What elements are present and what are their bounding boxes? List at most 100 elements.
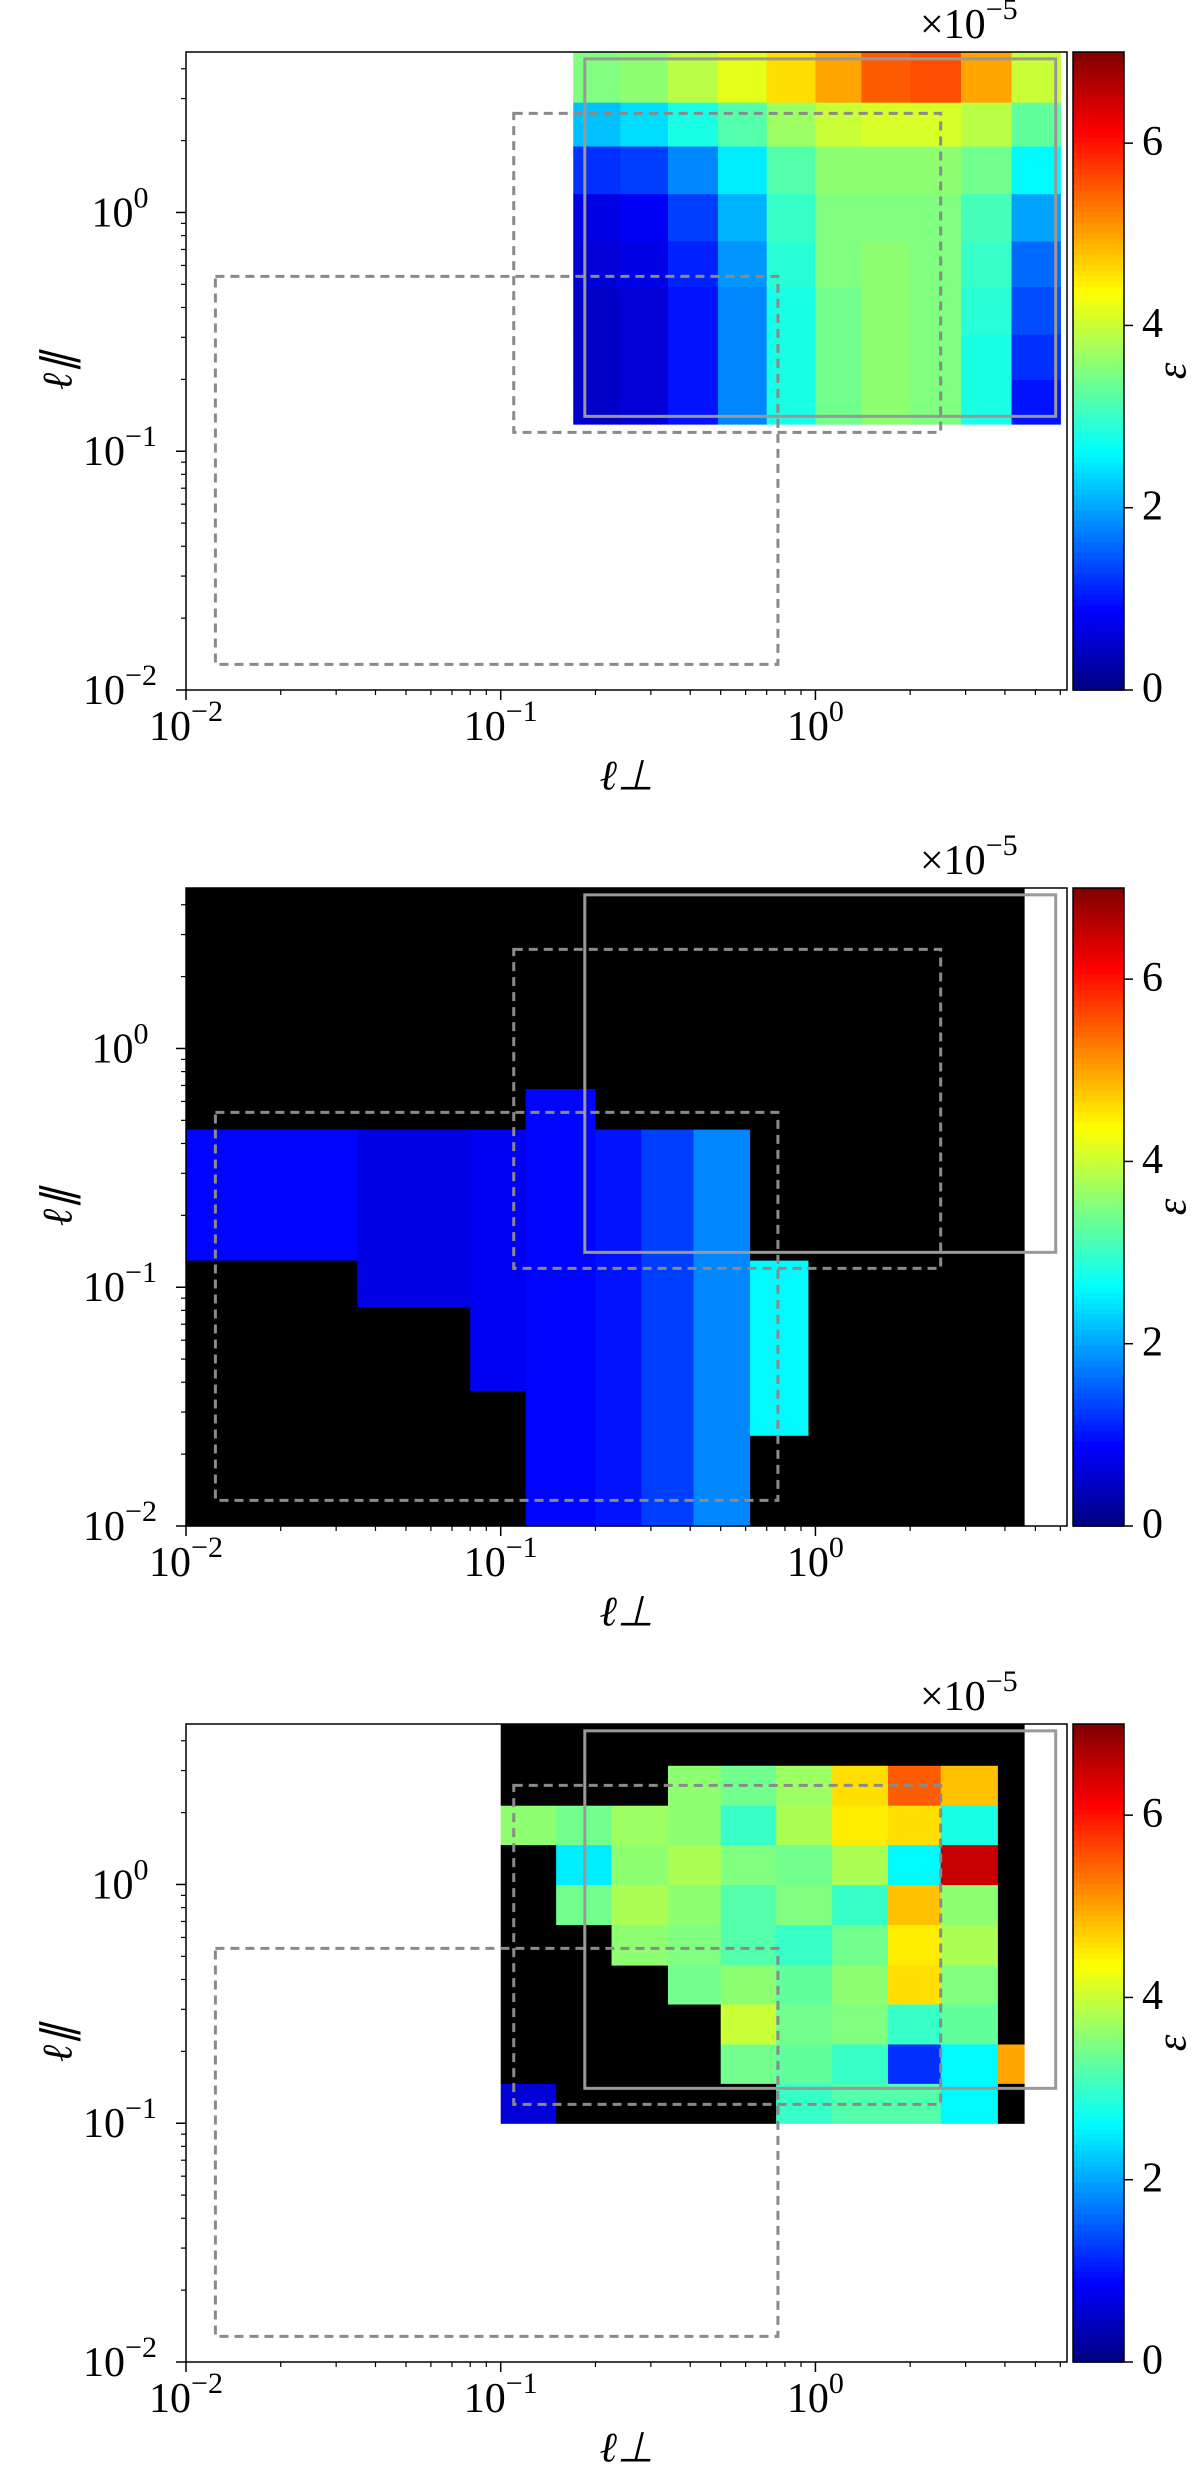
colorbar-step bbox=[1073, 200, 1124, 207]
heat-cell bbox=[186, 1128, 358, 1261]
colorbar-step bbox=[1073, 397, 1124, 404]
colorbar-step bbox=[1073, 1222, 1124, 1230]
colorbar-step bbox=[1073, 450, 1124, 457]
colorbar-step bbox=[1073, 1095, 1124, 1102]
colorbar-step bbox=[1073, 1201, 1124, 1208]
colorbar-step bbox=[1073, 2058, 1124, 2066]
colorbar-step bbox=[1073, 962, 1124, 969]
masked-cell bbox=[470, 1088, 527, 1130]
colorbar-step bbox=[1073, 1478, 1124, 1485]
colorbar-step bbox=[1073, 594, 1124, 601]
colorbar-step bbox=[1073, 269, 1124, 277]
colorbar-step bbox=[1073, 1462, 1124, 1469]
colorbar-step bbox=[1073, 1074, 1124, 1081]
colorbar-step bbox=[1073, 1499, 1124, 1506]
colorbar-step bbox=[1073, 1169, 1124, 1176]
colorbar-step bbox=[1073, 259, 1124, 266]
colorbar-step bbox=[1073, 2298, 1124, 2305]
y-tick-label: 10−1 bbox=[83, 1256, 157, 1311]
masked-cell bbox=[997, 1884, 1025, 1926]
colorbar-step bbox=[1073, 2340, 1124, 2347]
heat-cell bbox=[887, 1805, 942, 1846]
x-tick-label: 100 bbox=[787, 1531, 844, 1586]
colorbar-step bbox=[1073, 1904, 1124, 1911]
colorbar-step bbox=[1073, 238, 1124, 245]
heat-cell bbox=[887, 1844, 942, 1886]
masked-cell bbox=[500, 1724, 557, 1766]
colorbar-step bbox=[1073, 83, 1124, 91]
x-axis-label: ℓ⊥ bbox=[599, 1590, 653, 1636]
heat-cell bbox=[832, 1805, 889, 1846]
colorbar-step bbox=[1073, 1100, 1124, 1107]
region-box bbox=[512, 947, 943, 1270]
colorbar-step bbox=[1073, 110, 1124, 117]
colorbar-step bbox=[1073, 472, 1124, 479]
colorbar-step bbox=[1073, 620, 1124, 627]
colorbar-step bbox=[1073, 424, 1124, 431]
masked-cell bbox=[750, 888, 810, 1090]
colorbar-step bbox=[1073, 2202, 1124, 2209]
colorbar-step bbox=[1073, 1180, 1124, 1187]
colorbar-step bbox=[1073, 647, 1124, 654]
colorbar-step bbox=[1073, 1430, 1124, 1437]
heat-cell bbox=[525, 1390, 597, 1436]
masked-cell bbox=[641, 1088, 695, 1130]
x-tick-label: 10−2 bbox=[149, 2367, 223, 2422]
colorbar-step bbox=[1073, 1159, 1124, 1166]
colorbar-frame bbox=[1072, 1723, 1125, 2363]
y-tick-label: 10−2 bbox=[83, 2331, 157, 2386]
colorbar-step bbox=[1073, 2223, 1124, 2230]
x-tick-label: 100 bbox=[787, 2367, 844, 2422]
masked-cell bbox=[611, 2043, 669, 2084]
colorbar-step bbox=[1073, 2117, 1124, 2124]
colorbar-step bbox=[1073, 2064, 1124, 2071]
heat-cell bbox=[573, 52, 621, 103]
colorbar-step bbox=[1073, 2282, 1124, 2289]
y-tick-label: 100 bbox=[92, 1017, 149, 1072]
heat-cell bbox=[717, 145, 768, 195]
colorbar-step bbox=[1073, 62, 1124, 69]
colorbar-step bbox=[1073, 1361, 1124, 1368]
colorbar-step bbox=[1073, 1153, 1124, 1160]
colorbar-step bbox=[1073, 301, 1124, 308]
colorbar-step bbox=[1073, 461, 1124, 468]
colorbar-step bbox=[1073, 2021, 1124, 2028]
colorbar-step bbox=[1073, 1878, 1124, 1885]
colorbar-step bbox=[1073, 1297, 1124, 1304]
heat-cell bbox=[910, 240, 962, 288]
colorbar-step bbox=[1073, 1494, 1124, 1501]
colorbar-step bbox=[1073, 893, 1124, 900]
colorbar-step bbox=[1073, 89, 1124, 96]
colorbar-step bbox=[1073, 174, 1124, 181]
colorbar-step bbox=[1073, 1856, 1124, 1864]
colorbar-step bbox=[1073, 1244, 1124, 1251]
heat-cell bbox=[620, 102, 669, 147]
colorbar-step bbox=[1073, 1451, 1124, 1458]
masked-cell bbox=[470, 1390, 527, 1436]
heat-cell bbox=[641, 1306, 695, 1391]
colorbar-step bbox=[1073, 1318, 1124, 1325]
heat-cell bbox=[667, 1964, 722, 2005]
heat-cell bbox=[960, 102, 1013, 147]
colorbar-step bbox=[1073, 1766, 1124, 1773]
heat-cell bbox=[573, 240, 621, 288]
colorbar-frame bbox=[1072, 51, 1125, 691]
colorbar-step bbox=[1073, 2229, 1124, 2236]
colorbar-step bbox=[1073, 2005, 1124, 2012]
colorbar-tick-label: 6 bbox=[1142, 119, 1163, 165]
colorbar-step bbox=[1073, 413, 1124, 420]
colorbar-step bbox=[1073, 1068, 1124, 1075]
colorbar-step bbox=[1073, 2027, 1124, 2034]
y-tick-label: 100 bbox=[92, 1853, 149, 1908]
x-axis-label: ℓ⊥ bbox=[599, 754, 653, 800]
heat-cell bbox=[861, 240, 911, 288]
colorbar-offset: ×10−5 bbox=[920, 829, 1018, 884]
masked-cell bbox=[357, 1088, 471, 1130]
heat-cell bbox=[717, 102, 768, 147]
colorbar-step bbox=[1073, 2048, 1124, 2055]
colorbar-step bbox=[1073, 1111, 1124, 1118]
colorbar-step bbox=[1073, 1515, 1124, 1522]
heat-cell bbox=[766, 193, 817, 242]
colorbar-step bbox=[1073, 2149, 1124, 2156]
colorbar-step bbox=[1073, 1207, 1124, 1214]
